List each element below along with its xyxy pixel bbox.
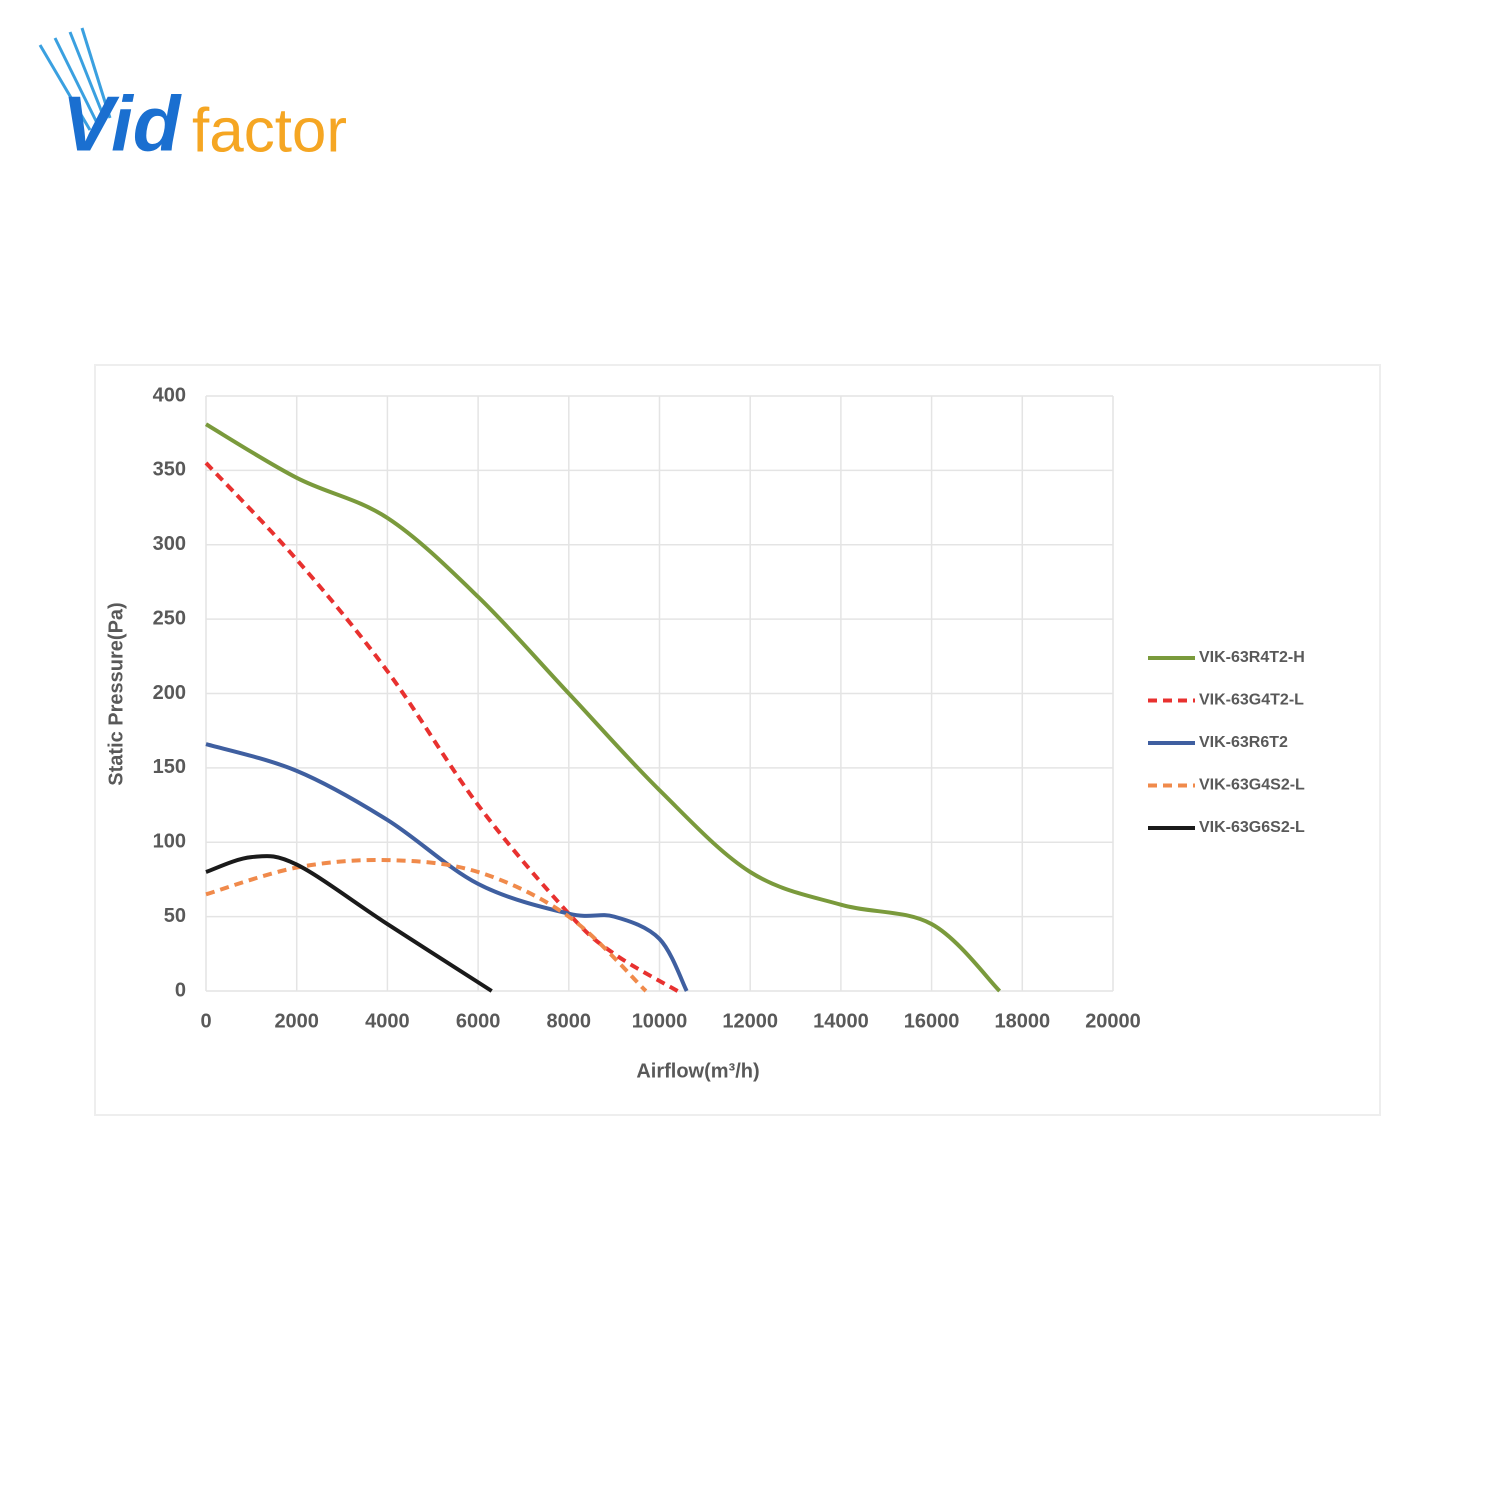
y-tick-label: 300 [153,533,186,555]
y-tick-label: 100 [153,831,186,853]
x-tick-label: 10000 [632,1010,688,1032]
y-tick-label: 200 [153,682,186,704]
x-tick-label: 4000 [365,1010,410,1032]
x-tick-label: 8000 [547,1010,592,1032]
logo-brand-b: factor [192,96,347,165]
x-tick-label: 20000 [1085,1010,1141,1032]
x-tick-label: 0 [200,1010,211,1032]
x-tick-label: 6000 [456,1010,501,1032]
series-line [204,461,679,993]
x-axis-title: Airflow(m³/h) [636,1060,759,1082]
legend-label: VIK-63G4S2-L [1199,777,1305,794]
x-tick-label: 12000 [722,1010,778,1032]
legend-label: VIK-63G6S2-L [1199,819,1305,836]
y-tick-label: 0 [175,979,186,1001]
legend-label: VIK-63R4T2-H [1199,649,1305,666]
y-tick-label: 250 [153,607,186,629]
x-tick-label: 2000 [274,1010,319,1032]
y-tick-label: 400 [153,384,186,406]
y-tick-label: 50 [164,905,186,927]
series-line [205,853,493,993]
y-tick-label: 150 [153,756,186,778]
logo-feathers [38,27,112,131]
legend-label: VIK-63R6T2 [1199,734,1288,751]
chart-frame [94,364,1381,1116]
logo: Vid factor [38,27,347,168]
series-line [204,422,1002,993]
x-tick-label: 18000 [994,1010,1050,1032]
x-tick-label: 16000 [904,1010,960,1032]
series-line [205,857,648,993]
logo-brand-a: Vid [62,80,182,168]
legend-label: VIK-63G4T2-L [1199,692,1304,709]
series-line [205,742,689,992]
x-tick-label: 14000 [813,1010,869,1032]
y-axis-title: Static Pressure(Pa) [105,602,127,785]
y-tick-label: 350 [153,459,186,481]
